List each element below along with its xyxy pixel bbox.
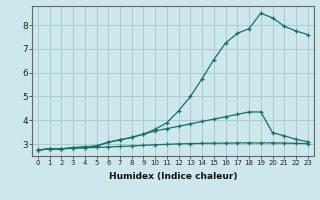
X-axis label: Humidex (Indice chaleur): Humidex (Indice chaleur) bbox=[108, 172, 237, 181]
